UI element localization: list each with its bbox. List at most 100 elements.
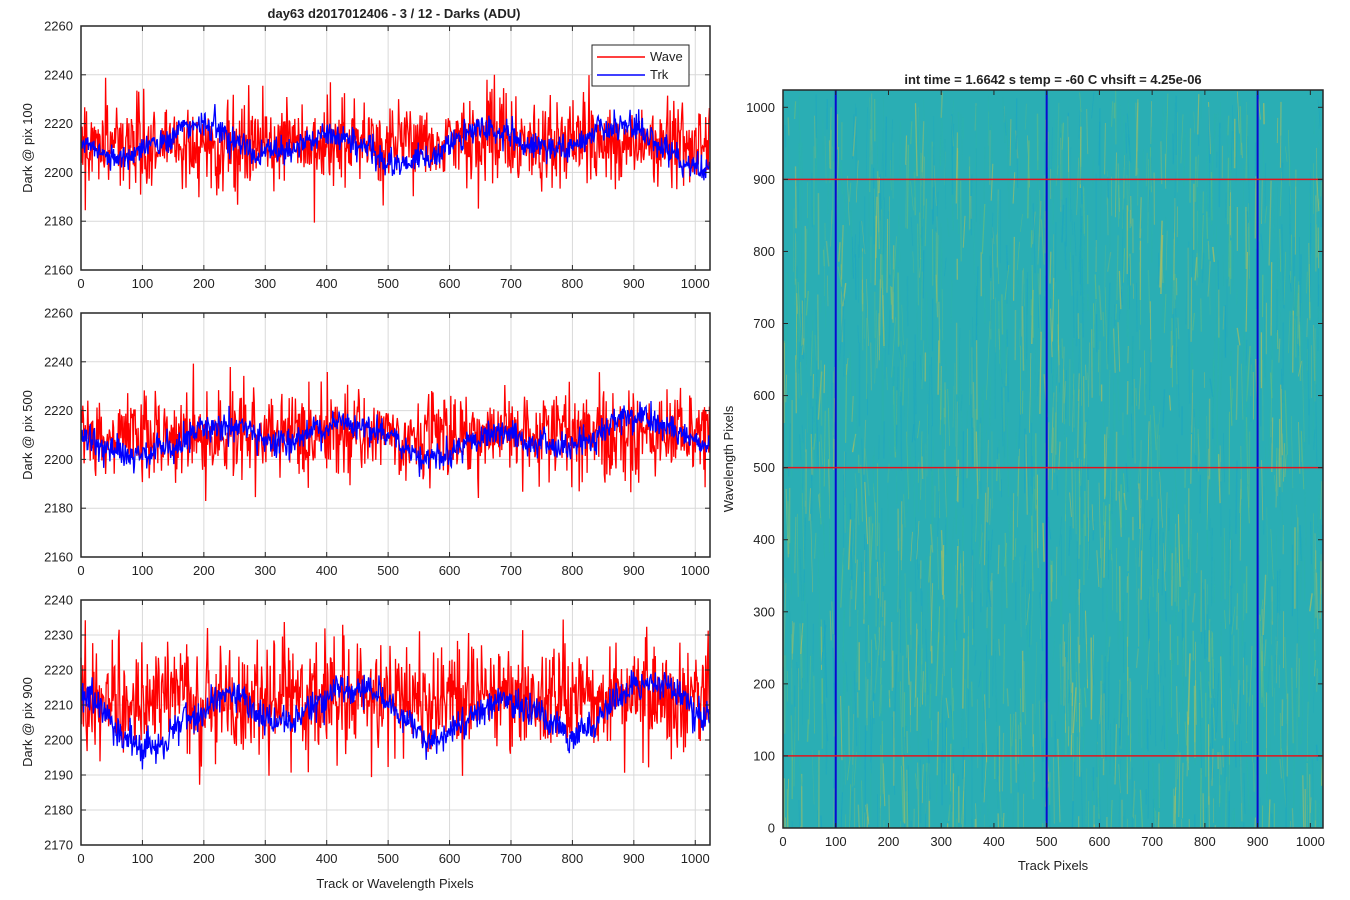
heatmap-streak [1211, 704, 1214, 778]
heatmap-streak [879, 667, 883, 717]
heatmap-streak [800, 205, 803, 276]
heatmap-streak [1296, 504, 1299, 533]
heatmap-streak [996, 786, 998, 807]
heatmap-streak [928, 545, 932, 583]
heatmap-streak [1069, 613, 1072, 693]
heatmap-streak [899, 121, 902, 184]
heatmap-streak [1262, 574, 1267, 636]
heatmap-streak [1120, 713, 1123, 749]
heatmap-streak [996, 234, 1000, 285]
heatmap-streak [1064, 697, 1066, 767]
heatmap-streak [823, 522, 825, 558]
heatmap-streak [1176, 686, 1178, 735]
heatmap-streak [1044, 537, 1046, 580]
heatmap-streak [842, 610, 845, 663]
heatmap-streak [919, 212, 922, 263]
heatmap-streak [987, 740, 990, 812]
heatmap-streak [1290, 492, 1293, 576]
heatmap-streak [1199, 690, 1203, 775]
heatmap-streak [1170, 263, 1174, 339]
heatmap-streak [1099, 174, 1102, 240]
heatmap-streak [840, 792, 843, 828]
heatmap-streak [808, 488, 811, 521]
heatmap-streak [1001, 294, 1004, 335]
heatmap-streak [1184, 721, 1188, 746]
heatmap-streak [990, 300, 993, 329]
heatmap-streak [917, 762, 920, 828]
heatmap-streak [1192, 312, 1196, 331]
heatmap-streak [1163, 293, 1167, 334]
heatmap-streak [1194, 257, 1198, 281]
heatmap-streak [877, 561, 879, 599]
heatmap-streak [1091, 157, 1095, 188]
heatmap-streak [794, 241, 798, 306]
heatmap-streak [1294, 673, 1299, 727]
heatmap-streak [1211, 632, 1214, 689]
panel-100-ticks: 0 100 200 300 400 500 600 700 800 900 1000 2160 2180… [44, 19, 710, 291]
heatmap-streak [831, 601, 834, 635]
heatmap-streak [1032, 538, 1034, 573]
heatmap-streak [1162, 389, 1166, 428]
heatmap-streak [1153, 798, 1155, 828]
heatmap-streak [1092, 521, 1095, 541]
heatmap-streak [884, 330, 887, 380]
heatmap-streak [885, 544, 889, 582]
heatmap-streak [1202, 793, 1205, 828]
heatmap-streak [1017, 448, 1020, 528]
heatmap-marker-lines [783, 90, 1323, 828]
heatmap-streak [960, 646, 964, 731]
heatmap-streak [970, 394, 973, 468]
heatmap-streak [935, 231, 938, 304]
heatmap-streak [1094, 274, 1097, 300]
heatmap-streak [1318, 99, 1321, 130]
heatmap-streak [1013, 236, 1015, 301]
heatmap-streak [902, 354, 906, 406]
heatmap-streak [1235, 103, 1238, 183]
heatmap-streak [908, 446, 911, 497]
heatmap-streak [1263, 639, 1267, 667]
heatmap-streak [1106, 197, 1109, 236]
heatmap-streak [1281, 506, 1285, 544]
heatmap-streak [1319, 746, 1323, 801]
heatmap-streak [1236, 679, 1240, 725]
heatmap-streak [843, 474, 845, 506]
heatmap-streak [983, 750, 988, 803]
heatmap-streak [1312, 411, 1315, 438]
heatmap-streak [1115, 547, 1118, 613]
heatmap-streak [1057, 340, 1060, 364]
heatmap-streak [1076, 157, 1080, 216]
heatmap-streak [1131, 789, 1136, 817]
heatmap-streak [1190, 277, 1193, 342]
series-line-wave [80, 363, 711, 502]
heatmap-streak [1212, 707, 1216, 741]
heatmap-streak [1175, 712, 1180, 790]
heatmap-streak [1019, 722, 1021, 740]
heatmap-streak [1280, 457, 1283, 493]
heatmap-streak [831, 575, 834, 623]
heatmap-streak [1154, 661, 1157, 747]
heatmap-streak [823, 410, 826, 487]
heatmap-streak [1132, 283, 1135, 299]
heatmap-streak [866, 278, 869, 347]
heatmap-streak [891, 621, 893, 692]
heatmap-streak [1003, 109, 1007, 136]
heatmap-streak [1149, 698, 1151, 735]
heatmap-streak [1222, 433, 1225, 483]
y-tick-label: 2240 [44, 354, 73, 369]
heatmap-streak [812, 373, 815, 399]
heatmap-streak [975, 340, 978, 420]
line-panel-pix-500: 0 100 200 300 400 500 600 700 800 900 1000 2160 2180… [20, 306, 711, 578]
heatmap-streak [1309, 593, 1313, 612]
heatmap-streak [1052, 369, 1055, 450]
heatmap-streak [905, 164, 907, 228]
heatmap-streak [1252, 130, 1256, 150]
heatmap-streak [847, 519, 852, 570]
heatmap-streak [912, 251, 915, 274]
heatmap-streak [1012, 493, 1015, 561]
heatmap-streak [861, 251, 864, 280]
heatmap-streak [905, 135, 908, 165]
heatmap-streak [1050, 127, 1053, 196]
heatmap-streak [1296, 643, 1298, 689]
heatmap-streak [1064, 444, 1067, 515]
